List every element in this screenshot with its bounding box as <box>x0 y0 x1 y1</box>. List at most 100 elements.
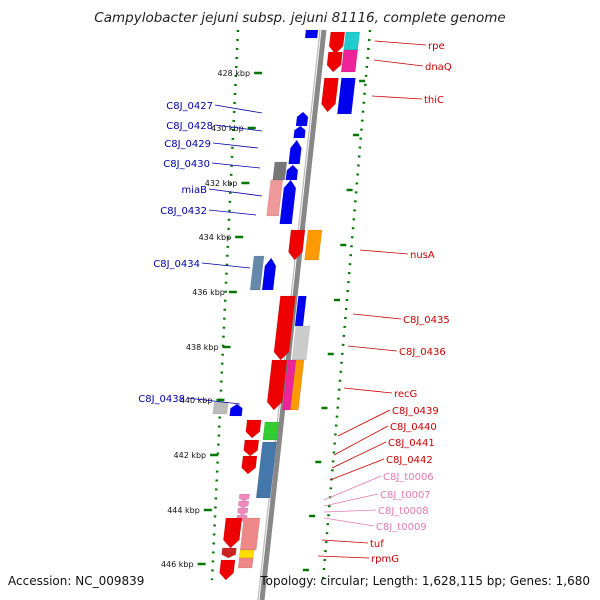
kbp-tick-label: 440 kbp <box>180 396 213 405</box>
gene-leader-line <box>323 475 382 501</box>
gene-recG-rev <box>266 359 288 411</box>
gene-leader-line <box>208 188 263 197</box>
gene-C8J_0441 <box>243 439 260 457</box>
gene-leader-line <box>373 59 424 67</box>
gene-miaB <box>279 179 297 225</box>
trna-C8J_t0007 <box>238 500 250 509</box>
kbp-tick-label: 444 kbp <box>167 506 200 515</box>
gene-C8J_0440 <box>262 421 280 441</box>
gene-leader-line <box>186 397 241 405</box>
kbp-tick-label: 436 kbp <box>192 288 225 297</box>
gene-label: dnaQ <box>425 62 452 73</box>
kbp-tick-label: 432 kbp <box>205 179 238 188</box>
gene-C8J_0427 <box>295 111 309 127</box>
gene-rpmG-rev <box>221 547 237 559</box>
gene-label: C8J_0439 <box>392 406 439 417</box>
kbp-tick-label: 430 kbp <box>211 124 244 133</box>
gene-label: C8J_0435 <box>403 315 450 326</box>
feature-lanes <box>210 29 372 600</box>
gene-label: miaB <box>181 185 207 196</box>
gene-leader-line <box>333 425 389 456</box>
gene-leader-line <box>371 95 423 100</box>
gene-leader-line <box>211 162 261 169</box>
map-title: Campylobacter jejuni subsp. jejuni 81116… <box>94 10 506 26</box>
gene-tuf <box>223 517 243 549</box>
gene-label: nusA <box>410 250 435 261</box>
gene-leader-line <box>323 493 379 507</box>
gene-label: C8J_0428 <box>166 121 213 132</box>
right-dotted-guide <box>321 29 372 581</box>
cds-feature-tuf <box>239 517 261 551</box>
kbp-tick-label: 438 kbp <box>186 343 219 352</box>
gene-leader-line <box>323 517 375 527</box>
cds-feature-dnaQ <box>340 49 358 73</box>
gene-nusA-rev <box>288 229 306 261</box>
gene-leader-line <box>321 539 369 544</box>
kbp-ticks: 428 kbp 430 kbp 432 kbp 434 kbp 436 kbp 438 k… <box>161 69 366 572</box>
gene-next <box>219 559 236 581</box>
gene-leader-line <box>374 40 427 46</box>
gene-C8J_0430 <box>272 161 288 181</box>
gene-leader-line <box>208 209 257 216</box>
gene-C8J_0438 <box>229 403 243 417</box>
gene-leader-line <box>317 555 370 559</box>
gene-label: C8J_0438 <box>138 394 185 405</box>
gene-label: C8J_0432 <box>160 206 207 217</box>
gene-labels: C8J_0427 C8J_0428 C8J_0429 C8J_0430 miaB C8J_… <box>138 40 452 565</box>
gene-thiC <box>337 77 356 115</box>
gene-nusA <box>304 229 323 261</box>
gene-label: C8J_0436 <box>399 347 446 358</box>
left-dotted-guide <box>210 29 240 581</box>
gene-label: rpmG <box>371 554 399 565</box>
gene-leader-line <box>343 387 393 394</box>
gene-label: C8J_t0007 <box>380 490 431 501</box>
gene-miaB-feature <box>266 179 284 217</box>
trna-C8J_t0006 <box>238 493 250 502</box>
cds-feature-rpmG <box>237 557 254 569</box>
gene-label: recG <box>394 389 417 400</box>
trna-C8J_t0008 <box>237 507 249 516</box>
gene-leader-line <box>331 441 387 469</box>
kbp-tick-label: 428 kbp <box>217 69 250 78</box>
gene-leader-line <box>323 509 377 513</box>
gene-label: C8J_0442 <box>386 455 433 466</box>
cds-feature-recG-b <box>290 359 305 411</box>
cds-feature-C8J_0436 <box>291 325 311 361</box>
kbp-tick-label: 442 kbp <box>174 451 207 460</box>
gene-label: C8J_t0008 <box>378 506 429 517</box>
cds-feature-C8J_0442 <box>255 441 277 499</box>
gene-rpe <box>328 31 346 55</box>
gene-leader-line <box>214 104 263 114</box>
gene-leader-line <box>352 313 402 320</box>
gene-thiC-rev <box>321 77 339 113</box>
gene-label: tuf <box>370 539 384 550</box>
gene-C8J_0442 <box>241 455 258 475</box>
gene-label: C8J_0430 <box>163 159 210 170</box>
gene-label: C8J_0429 <box>164 139 211 150</box>
gene-label: C8J_0434 <box>153 259 200 270</box>
gene-label: C8J_t0006 <box>383 472 434 483</box>
genome-summary: Topology: circular; Length: 1,628,115 bp… <box>260 574 590 588</box>
gene-label: rpe <box>428 41 445 52</box>
gene-leader-line <box>347 345 398 352</box>
gene-C8J_0435 <box>273 295 296 361</box>
gene-dnaQ <box>326 51 343 73</box>
kbp-tick-label: 434 kbp <box>199 233 232 242</box>
gene-C8J_0438-feature <box>212 401 229 415</box>
gene-C8J_0429 <box>288 139 302 165</box>
gene-C8J_0430b <box>285 164 299 181</box>
gene-C8J_0428 <box>293 125 306 139</box>
gene-rpmG <box>238 549 255 559</box>
gene-C8J_0434 <box>261 257 277 291</box>
gene-leader-line <box>337 409 391 437</box>
cds-feature-rpe <box>343 31 361 51</box>
accession-text: Accession: NC_009839 <box>8 574 145 588</box>
gene-leader-line <box>201 262 251 269</box>
gene-label: C8J_t0009 <box>376 522 427 533</box>
gene-top-partial <box>304 29 319 39</box>
gene-label: thiC <box>424 95 444 106</box>
gene-label: C8J_0441 <box>388 438 435 449</box>
gene-label: C8J_0427 <box>166 101 213 112</box>
gene-leader-line <box>212 142 259 149</box>
